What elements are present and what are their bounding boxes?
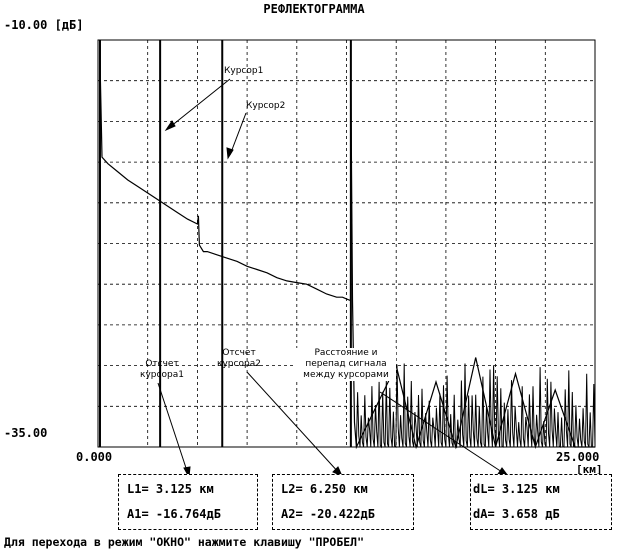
distance-difference: dL= 3.125 км xyxy=(473,482,560,496)
plot-frame xyxy=(97,39,596,448)
readout2-annotation: Отсчет курсора2 xyxy=(206,348,272,370)
readout1-annotation: Отсчет курсора1 xyxy=(132,359,192,381)
difference-annotation-line2: перепад сигнала xyxy=(305,359,387,369)
cursor2-annotation: Курсор2 xyxy=(246,101,285,112)
readout2-annotation-line2: курсора2 xyxy=(217,359,261,369)
x-axis-unit-label: [км] xyxy=(576,463,603,476)
difference-annotation: Расстояние и перепад сигнала между курсо… xyxy=(296,348,396,381)
page-title: РЕФЛЕКТОГРАММА xyxy=(263,2,365,16)
noise-trace xyxy=(355,363,596,449)
difference-annotation-line1: Расстояние и xyxy=(314,348,378,358)
level-difference: dA= 3.658 дБ xyxy=(473,507,560,521)
y-axis-min-label: -35.00 xyxy=(4,426,48,440)
cursor-lines xyxy=(159,40,224,447)
cursor1-arrowhead xyxy=(164,120,176,132)
cursor2-annotation-text: Курсор2 xyxy=(246,101,286,111)
cursor2-arrowhead xyxy=(226,147,234,160)
annotation-arrows xyxy=(157,78,510,479)
readout2-leader xyxy=(246,371,341,475)
cursor1-annotation: Курсор1 xyxy=(224,66,263,77)
x-axis-max-label: 25.000 xyxy=(556,450,600,464)
keyboard-hint: Для перехода в режим "ОКНО" нажмите клав… xyxy=(4,535,365,549)
cursor1-annotation-text: Курсор1 xyxy=(224,66,264,76)
trace-line xyxy=(99,61,595,450)
diff-leader xyxy=(379,391,506,475)
readout1-annotation-line2: курсора1 xyxy=(140,370,184,380)
y-axis-max-label: -10.00 [дБ] xyxy=(4,18,84,32)
difference-annotation-line3: между курсорами xyxy=(303,370,389,380)
cursor1-readout-box: L1= 3.125 км A1= -16.764дБ xyxy=(118,474,258,530)
cursor2-readout-box: L2= 6.250 км A2= -20.422дБ xyxy=(272,474,414,530)
cursor1-arrow xyxy=(169,78,231,128)
cursor1-level: A1= -16.764дБ xyxy=(127,507,221,521)
readout1-leader xyxy=(157,382,189,475)
cursor2-level: A2= -20.422дБ xyxy=(281,507,375,521)
readout1-annotation-line1: Отсчет xyxy=(145,359,179,369)
plot-grid xyxy=(98,40,595,447)
cursor1-distance: L1= 3.125 км xyxy=(127,482,214,496)
cursor2-distance: L2= 6.250 км xyxy=(281,482,368,496)
cursor2-arrow xyxy=(229,112,247,156)
x-axis-min-label: 0.000 xyxy=(76,450,113,464)
readout2-annotation-line1: Отсчет xyxy=(222,348,256,358)
difference-readout-box: dL= 3.125 км dA= 3.658 дБ xyxy=(470,474,612,530)
